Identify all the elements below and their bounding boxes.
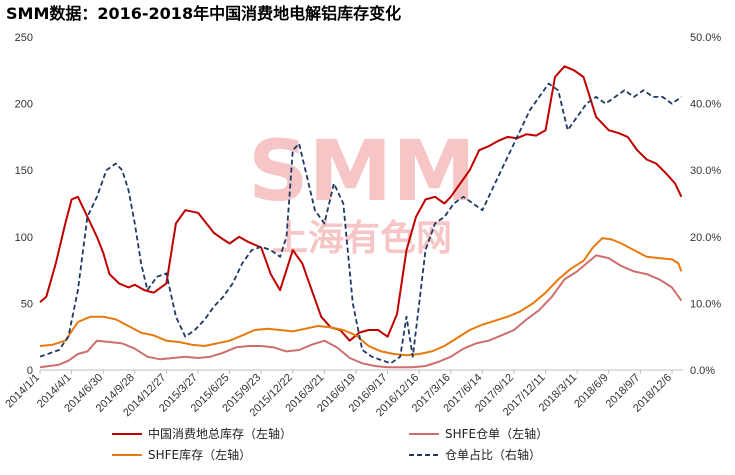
chart-title: SMM数据：2016-2018年中国消费地电解铝库存变化 bbox=[6, 4, 401, 23]
y-left-tick-label: 150 bbox=[15, 165, 33, 177]
y-left-tick-label: 50 bbox=[21, 298, 33, 310]
series-line-4 bbox=[39, 82, 682, 365]
y-right-tick-label: 20.0% bbox=[690, 232, 721, 244]
y-right-tick-label: 10.0% bbox=[690, 298, 721, 310]
y-left-tick-label: 100 bbox=[15, 232, 33, 244]
legend-label-1: 中国消费地总库存（左轴） bbox=[148, 426, 292, 441]
y-right-tick-label: 30.0% bbox=[690, 165, 721, 177]
legend-label-4: 仓单占比（右轴） bbox=[445, 447, 541, 462]
y-right-tick-label: 0.0% bbox=[690, 365, 715, 377]
series-line-2 bbox=[39, 254, 683, 369]
y-left-tick-label: 0 bbox=[27, 365, 33, 377]
legend-label-3: SHFE库存（左轴） bbox=[148, 447, 251, 462]
watermark-sub: 上海有色网 bbox=[272, 218, 452, 259]
y-left-tick-label: 200 bbox=[15, 99, 33, 111]
watermark: SMM 上海有色网 bbox=[248, 122, 476, 259]
y-right-tick-label: 40.0% bbox=[690, 99, 721, 111]
series-line-1 bbox=[39, 65, 683, 342]
watermark-main: SMM bbox=[248, 122, 476, 220]
legend: 中国消费地总库存（左轴） SHFE仓单（左轴） SHFE库存（左轴） 仓单占比（右轴） bbox=[112, 426, 548, 462]
y-left-tick-label: 250 bbox=[15, 32, 33, 44]
legend-label-2: SHFE仓单（左轴） bbox=[445, 426, 548, 441]
series-layer bbox=[39, 65, 683, 369]
series-line-3 bbox=[39, 237, 683, 357]
y-right-tick-label: 50.0% bbox=[690, 32, 721, 44]
